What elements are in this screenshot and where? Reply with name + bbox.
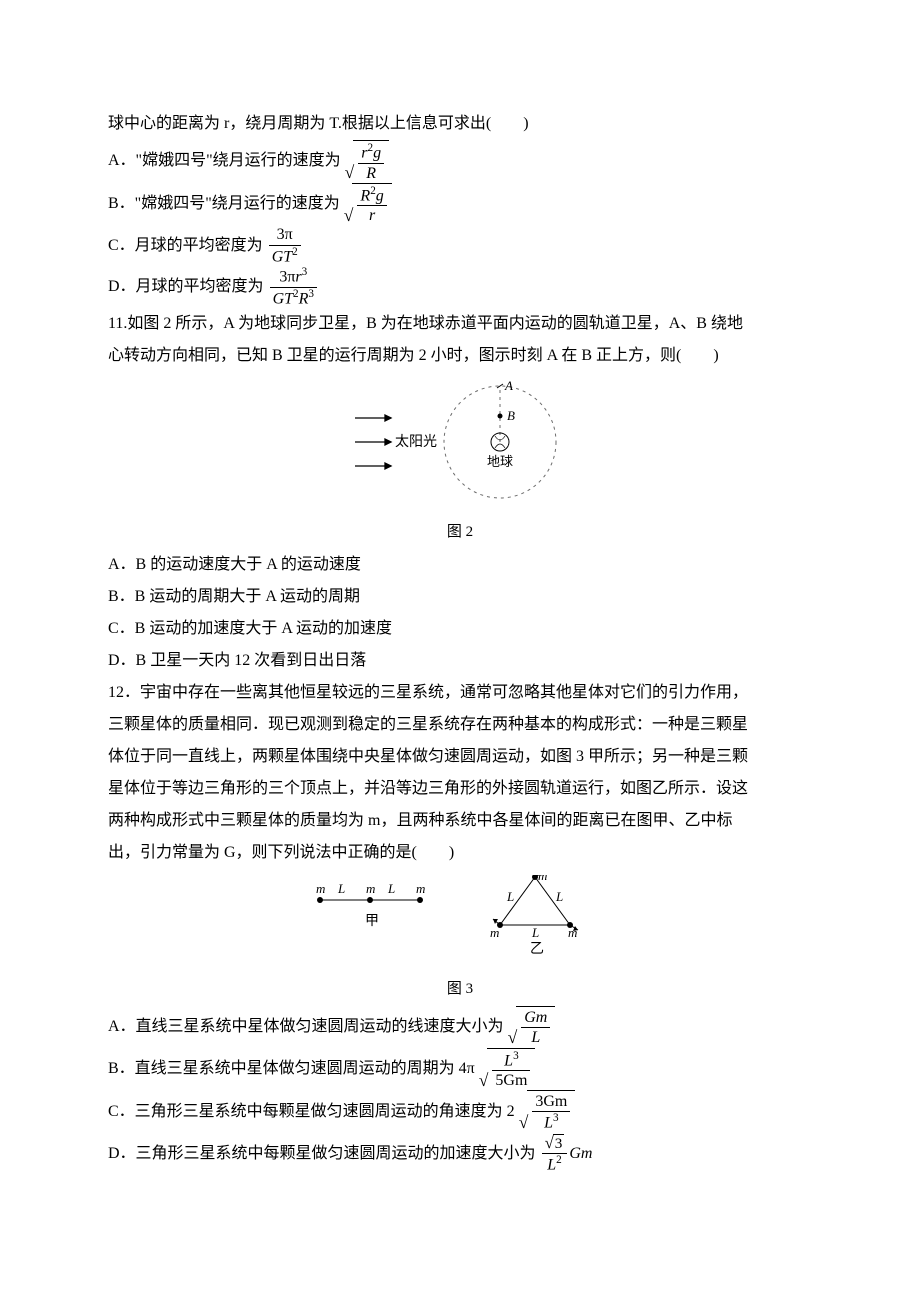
q10-stem: 球中心的距离为 r，绕月周期为 T.根据以上信息可求出( ): [108, 108, 812, 140]
q10-a-text: A．"嫦娥四号"绕月运行的速度为: [108, 145, 341, 177]
q11-figure-caption: 图 2: [108, 522, 812, 543]
svg-text:m: m: [366, 881, 375, 896]
svg-text:m: m: [538, 875, 547, 883]
svg-text:地球: 地球: [487, 454, 513, 469]
svg-text:m: m: [490, 925, 499, 940]
svg-text:A: A: [504, 378, 513, 393]
svg-text:m: m: [568, 925, 577, 940]
svg-text:L: L: [506, 889, 514, 904]
q12-stem-e: 两种构成形式中三颗星体的质量均为 m，且两种系统中各星体间的距离已在图甲、乙中标: [108, 805, 812, 837]
q12-c-text: C．三角形三星系统中每颗星做匀速圆周运动的角速度为 2: [108, 1096, 515, 1128]
svg-text:L: L: [531, 925, 539, 940]
q11-option-d: D．B 卫星一天内 12 次看到日出日落: [108, 645, 812, 677]
svg-text:甲: 甲: [365, 914, 379, 929]
q12-c-formula: √ 3Gm L3: [519, 1090, 576, 1133]
q10-option-b: B．"嫦娥四号"绕月运行的速度为 √ R2g r: [108, 183, 812, 226]
q12-option-a: A．直线三星系统中星体做匀速圆周运动的线速度大小为 √ Gm L: [108, 1006, 812, 1047]
q12-d-tail: Gm: [569, 1138, 592, 1170]
svg-text:L: L: [337, 881, 345, 896]
svg-text:乙: 乙: [530, 941, 544, 957]
q10-option-c: C．月球的平均密度为 3π GT2: [108, 225, 812, 266]
q10-c-text: C．月球的平均密度为: [108, 230, 263, 262]
q12-stem-a: 12．宇宙中存在一些离其他恒星较远的三星系统，通常可忽略其他星体对它们的引力作用…: [108, 677, 812, 709]
q11-option-c: C．B 运动的加速度大于 A 运动的加速度: [108, 613, 812, 645]
q12-stem-f: 出，引力常量为 G，则下列说法中正确的是( ): [108, 837, 812, 869]
q11-stem-b: 心转动方向相同，已知 B 卫星的运行周期为 2 小时，图示时刻 A 在 B 正上…: [108, 340, 812, 372]
q11-figure: 太阳光 B A 地球 图 2: [108, 378, 812, 543]
q11-option-a: A．B 的运动速度大于 A 的运动速度: [108, 549, 812, 581]
q12-figure: m L m L m 甲: [108, 875, 812, 1000]
q11-figure-svg: 太阳光 B A 地球: [345, 378, 575, 508]
q12-option-c: C．三角形三星系统中每颗星做匀速圆周运动的角速度为 2 √ 3Gm L3: [108, 1090, 812, 1133]
q10-b-text: B．"嫦娥四号"绕月运行的速度为: [108, 188, 340, 220]
q10-b-formula: √ R2g r: [344, 183, 392, 226]
q10-d-formula: 3πr3 GT2R3: [270, 266, 317, 308]
q10-option-a: A．"嫦娥四号"绕月运行的速度为 √ r2g R: [108, 140, 812, 183]
q12-b-formula: √ L3 5Gm: [479, 1048, 536, 1091]
q10-option-d: D．月球的平均密度为 3πr3 GT2R3: [108, 266, 812, 308]
q12-figure-caption: 图 3: [108, 979, 812, 1000]
q12-a-formula: √ Gm L: [508, 1006, 556, 1047]
q12-d-text: D．三角形三星系统中每颗星做匀速圆周运动的加速度大小为: [108, 1138, 536, 1170]
q10-c-formula: 3π GT2: [269, 225, 301, 266]
q12-figure-svg: m L m L m 甲: [290, 875, 630, 965]
q12-option-b: B．直线三星系统中星体做匀速圆周运动的周期为 4π √ L3 5Gm: [108, 1048, 812, 1091]
svg-text:B: B: [507, 408, 515, 423]
q12-stem-d: 星体位于等边三角形的三个顶点上，并沿等边三角形的外接圆轨道运行，如图乙所示．设这: [108, 773, 812, 805]
q10-a-formula: √ r2g R: [345, 140, 389, 183]
q12-option-d: D．三角形三星系统中每颗星做匀速圆周运动的加速度大小为 √ 3 L2 Gm: [108, 1133, 812, 1174]
q12-a-text: A．直线三星系统中星体做匀速圆周运动的线速度大小为: [108, 1011, 504, 1043]
q12-d-frac: √ 3 L2: [542, 1133, 568, 1174]
q12-stem-c: 体位于同一直线上，两颗星体围绕中央星体做匀速圆周运动，如图 3 甲所示；另一种是…: [108, 741, 812, 773]
svg-text:m: m: [416, 881, 425, 896]
q12-stem-b: 三颗星体的质量相同．现已观测到稳定的三星系统存在两种基本的构成形式：一种是三颗星: [108, 709, 812, 741]
svg-text:m: m: [316, 881, 325, 896]
svg-text:L: L: [555, 889, 563, 904]
q11-option-b: B．B 运动的周期大于 A 运动的周期: [108, 581, 812, 613]
q11-stem-a: 11.如图 2 所示，A 为地球同步卫星，B 为在地球赤道平面内运动的圆轨道卫星…: [108, 308, 812, 340]
svg-text:L: L: [387, 881, 395, 896]
q10-d-text: D．月球的平均密度为: [108, 271, 264, 303]
svg-text:太阳光: 太阳光: [395, 434, 437, 450]
q12-b-text: B．直线三星系统中星体做匀速圆周运动的周期为 4π: [108, 1053, 475, 1085]
